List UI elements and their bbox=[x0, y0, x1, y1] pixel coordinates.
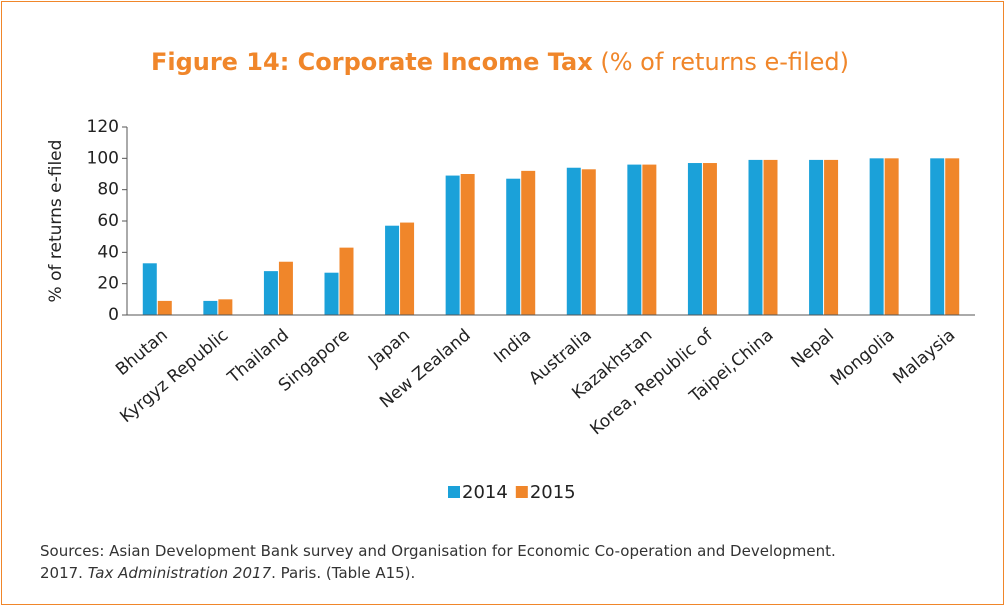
bar bbox=[627, 164, 642, 315]
source-title: Tax Administration 2017 bbox=[87, 564, 272, 582]
subtitle: (% of returns e-filed) bbox=[600, 48, 849, 76]
source-text: . Paris. (Table A15). bbox=[271, 564, 416, 582]
bar bbox=[748, 159, 763, 315]
bar bbox=[763, 159, 778, 315]
bar bbox=[884, 158, 899, 315]
legend-swatch bbox=[448, 486, 460, 498]
chart-title: Figure 14: Corporate Income Tax (% of re… bbox=[151, 48, 849, 76]
y-tick-label: 20 bbox=[97, 274, 119, 294]
bar bbox=[157, 300, 172, 315]
bar bbox=[339, 247, 354, 315]
y-tick-label: 80 bbox=[97, 180, 119, 200]
bar bbox=[385, 225, 400, 315]
y-tick-label: 120 bbox=[87, 117, 119, 137]
bar bbox=[945, 158, 960, 315]
bar bbox=[142, 263, 157, 315]
bar bbox=[218, 299, 233, 315]
bar bbox=[521, 170, 536, 315]
legend-label: 2015 bbox=[530, 482, 576, 503]
bar bbox=[869, 158, 884, 315]
y-tick-label: 40 bbox=[97, 242, 119, 262]
y-tick-label: 100 bbox=[87, 148, 119, 168]
x-tick-label: India bbox=[490, 325, 535, 367]
x-tick-label: Japan bbox=[364, 325, 414, 371]
bar bbox=[506, 178, 521, 315]
legend-swatch bbox=[515, 486, 528, 498]
x-tick-label: Mongolia bbox=[827, 325, 899, 390]
bar bbox=[824, 159, 839, 315]
y-axis-label: % of returns e-filed bbox=[46, 140, 66, 303]
bar bbox=[445, 175, 460, 315]
title: Figure 14: Corporate Income Tax bbox=[151, 48, 593, 76]
source-line: Sources: Asian Development Bank survey a… bbox=[40, 542, 836, 560]
x-tick-label: Kyrgyz Republic bbox=[116, 325, 232, 427]
source: Sources: Asian Development Bank survey a… bbox=[40, 540, 980, 584]
bar bbox=[930, 158, 945, 315]
source-text: 2017. bbox=[40, 564, 88, 582]
x-tick-label: Malaysia bbox=[889, 325, 959, 388]
bar bbox=[642, 164, 657, 315]
bar bbox=[687, 163, 702, 315]
y-tick-label: 60 bbox=[97, 211, 119, 231]
bar bbox=[324, 272, 339, 315]
legend-label: 2014 bbox=[462, 482, 508, 503]
bar bbox=[263, 271, 278, 315]
y-tick-label: 0 bbox=[108, 305, 119, 325]
x-tick-label: Nepal bbox=[788, 325, 838, 372]
bar bbox=[809, 159, 824, 315]
bar bbox=[702, 163, 717, 315]
bar bbox=[460, 174, 475, 315]
bar bbox=[400, 222, 415, 315]
bar bbox=[203, 300, 218, 315]
bar bbox=[581, 169, 596, 315]
bar bbox=[278, 261, 293, 315]
bar bbox=[566, 167, 581, 315]
